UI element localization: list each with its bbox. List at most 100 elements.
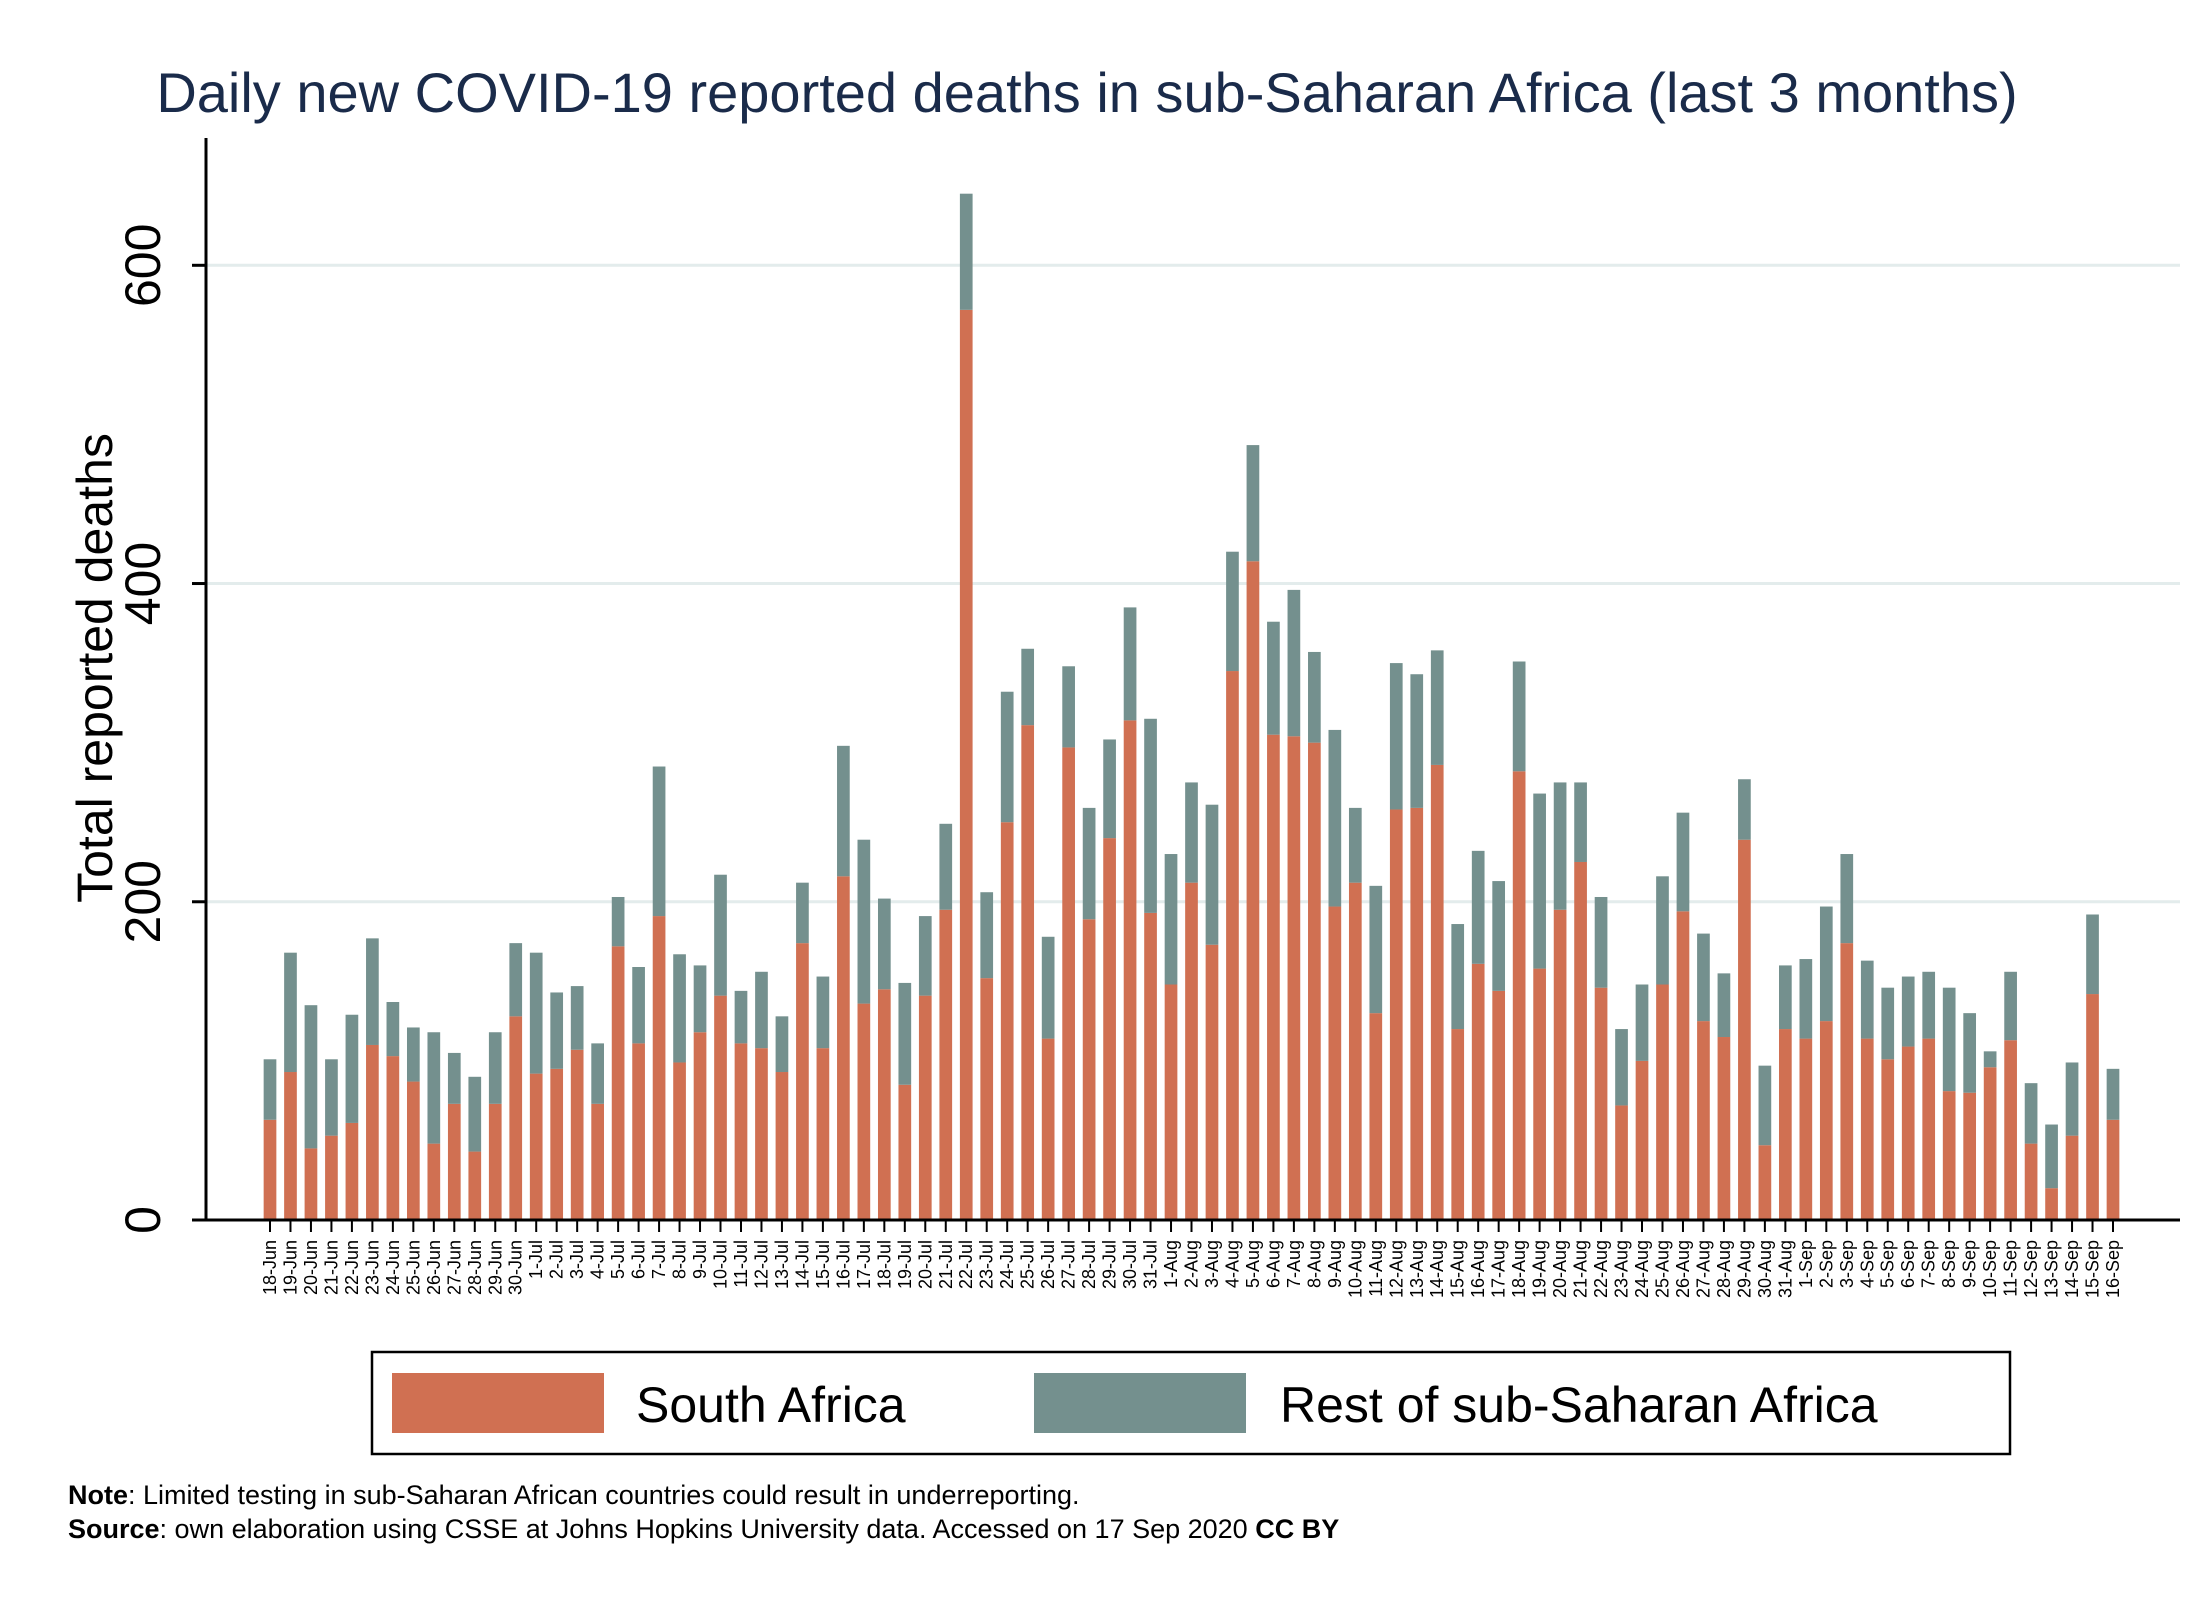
bar-rest-of-ssa — [1860, 960, 1874, 1039]
bar-south-africa — [591, 1103, 604, 1220]
x-tick-label: 30-Aug — [1755, 1240, 1775, 1298]
bar-south-africa — [1000, 822, 1014, 1220]
bar-rest-of-ssa — [1840, 854, 1854, 944]
x-tick-label: 9-Sep — [1960, 1240, 1980, 1288]
x-tick-label: 5-Sep — [1878, 1240, 1898, 1288]
bar-rest-of-ssa — [406, 1027, 420, 1082]
bar-south-africa — [427, 1143, 441, 1220]
bar-rest-of-ssa — [877, 898, 891, 990]
bar-south-africa — [1185, 882, 1198, 1220]
x-tick-label: 6-Sep — [1898, 1240, 1918, 1288]
bar-south-africa — [1205, 944, 1219, 1220]
x-tick-label: 26-Jul — [1038, 1240, 1058, 1289]
bar-rest-of-ssa — [1492, 881, 1506, 991]
x-tick-label: 20-Aug — [1550, 1240, 1570, 1298]
bar-south-africa — [1226, 671, 1239, 1220]
bar-south-africa — [1492, 990, 1506, 1220]
bar-rest-of-ssa — [529, 952, 543, 1074]
bar-south-africa — [1164, 984, 1178, 1220]
x-tick-label: 26-Aug — [1673, 1240, 1693, 1298]
x-tick-label: 25-Aug — [1652, 1240, 1672, 1298]
bar-south-africa — [1062, 747, 1075, 1220]
bar-rest-of-ssa — [1041, 936, 1055, 1039]
bar-rest-of-ssa — [898, 982, 912, 1085]
bar-rest-of-ssa — [1819, 906, 1833, 1022]
bar-rest-of-ssa — [1308, 651, 1321, 743]
x-tick-label: 4-Jul — [588, 1240, 608, 1279]
bar-south-africa — [1389, 809, 1403, 1220]
bar-south-africa — [652, 916, 666, 1220]
bar-south-africa — [1082, 919, 1096, 1220]
axes — [192, 138, 2180, 1232]
bar-rest-of-ssa — [427, 1032, 441, 1144]
x-tick-label: 15-Sep — [2083, 1240, 2103, 1298]
bar-rest-of-ssa — [611, 896, 625, 947]
x-tick-label: 11-Sep — [2001, 1240, 2021, 1297]
bar-south-africa — [550, 1068, 564, 1220]
bar-rest-of-ssa — [1185, 782, 1198, 883]
x-tick-label: 6-Jul — [629, 1240, 649, 1279]
bar-south-africa — [1963, 1092, 1977, 1220]
bar-rest-of-ssa — [550, 992, 564, 1069]
bar-south-africa — [673, 1062, 686, 1220]
bar-rest-of-ssa — [263, 1059, 277, 1120]
x-tick-label: 22-Jun — [342, 1240, 362, 1295]
bar-south-africa — [1430, 764, 1444, 1220]
x-tick-label: 23-Aug — [1612, 1240, 1632, 1298]
x-tick-label: 7-Sep — [1919, 1240, 1939, 1288]
x-tick-label: 25-Jun — [403, 1240, 423, 1295]
x-tick-label: 20-Jul — [915, 1240, 935, 1289]
x-tick-label: 3-Aug — [1202, 1240, 1222, 1288]
y-tick-label: 200 — [115, 860, 171, 943]
bars — [263, 193, 2120, 1220]
bar-south-africa — [959, 309, 973, 1220]
x-tick-label: 12-Aug — [1386, 1240, 1406, 1298]
bar-south-africa — [1615, 1105, 1628, 1220]
x-tick-label: 16-Jul — [833, 1240, 853, 1289]
bar-rest-of-ssa — [1348, 807, 1362, 883]
bar-south-africa — [939, 909, 953, 1220]
bar-south-africa — [1041, 1038, 1055, 1220]
x-tick-label: 24-Aug — [1632, 1240, 1652, 1298]
legend-swatch-south-africa — [392, 1373, 604, 1433]
bar-rest-of-ssa — [796, 882, 809, 944]
y-tick-label: 600 — [115, 224, 171, 307]
x-tick-label: 24-Jul — [997, 1240, 1017, 1289]
bar-south-africa — [447, 1103, 461, 1220]
bar-south-africa — [1451, 1029, 1465, 1220]
bar-rest-of-ssa — [1676, 812, 1690, 912]
legend-label-rest-of-ssa: Rest of sub-Saharan Africa — [1280, 1377, 1878, 1433]
bar-south-africa — [918, 995, 932, 1220]
bar-south-africa — [796, 943, 809, 1220]
x-tick-label: 29-Jul — [1100, 1240, 1120, 1289]
bar-rest-of-ssa — [1758, 1065, 1772, 1146]
bar-rest-of-ssa — [1246, 445, 1260, 562]
x-tick-label: 23-Jul — [977, 1240, 997, 1289]
bar-rest-of-ssa — [1635, 984, 1649, 1061]
source-text: : own elaboration using CSSE at Johns Ho… — [159, 1514, 1256, 1544]
bar-rest-of-ssa — [468, 1076, 482, 1152]
bar-south-africa — [734, 1043, 748, 1220]
legend: South Africa Rest of sub-Saharan Africa — [370, 1350, 2012, 1456]
bar-south-africa — [775, 1072, 789, 1220]
x-tick-label: 23-Jun — [362, 1240, 382, 1295]
x-tick-label: 3-Jul — [567, 1240, 587, 1279]
x-tick-label: 8-Jul — [670, 1240, 690, 1279]
bar-rest-of-ssa — [1697, 933, 1710, 1022]
x-tick-label: 26-Jun — [424, 1240, 444, 1295]
x-tick-label: 15-Aug — [1448, 1240, 1468, 1298]
bar-rest-of-ssa — [345, 1014, 359, 1123]
y-tick-label: 0 — [115, 1206, 171, 1234]
bar-rest-of-ssa — [325, 1059, 338, 1136]
bar-south-africa — [1697, 1021, 1710, 1220]
bar-south-africa — [2045, 1188, 2058, 1220]
bar-south-africa — [2004, 1040, 2017, 1220]
x-tick-label: 21-Jun — [321, 1240, 341, 1295]
bar-rest-of-ssa — [1021, 648, 1035, 726]
x-tick-label: 30-Jun — [506, 1240, 526, 1295]
x-tick-labels: 18-Jun 19-Jun 20-Jun 21-Jun 22-Jun 23-Jun 24-J… — [260, 1240, 2123, 1298]
bar-rest-of-ssa — [1574, 782, 1587, 862]
x-tick-label: 2-Sep — [1816, 1240, 1836, 1288]
bar-rest-of-ssa — [1287, 589, 1301, 737]
